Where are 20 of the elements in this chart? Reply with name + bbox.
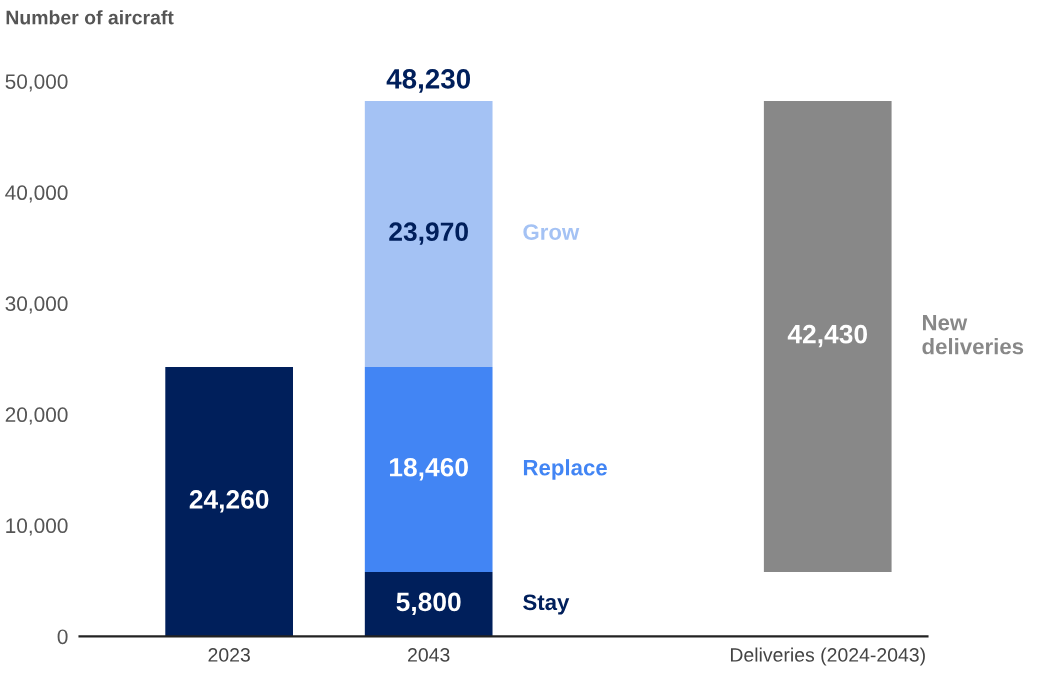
data-label: 42,430 (787, 324, 868, 348)
series-label: New deliveries (922, 314, 1024, 355)
y-tick-label: 20,000 (5, 407, 68, 425)
data-label: 24,260 (189, 490, 269, 513)
data-label: 23,970 (389, 222, 468, 245)
x-tick-label: Deliveries (2024-2043) (730, 647, 925, 666)
data-label: 5,800 (396, 592, 461, 616)
series-label: Grow (523, 224, 580, 240)
y-axis-title: Number of aircraft (6, 10, 174, 25)
y-tick-label: 10,000 (6, 518, 68, 536)
y-tick-label: 0 (57, 629, 68, 645)
data-label: 18,460 (389, 457, 468, 481)
y-tick-label: 30,000 (5, 296, 68, 314)
y-tick-label: 50,000 (5, 74, 68, 92)
x-tick-label: 2043 (408, 648, 450, 662)
total-label: 48,230 (386, 69, 471, 93)
series-label: Stay (523, 594, 570, 615)
y-tick-label: 40,000 (5, 185, 68, 203)
series-label: Replace (523, 459, 607, 480)
x-tick-label: 2023 (208, 648, 250, 662)
